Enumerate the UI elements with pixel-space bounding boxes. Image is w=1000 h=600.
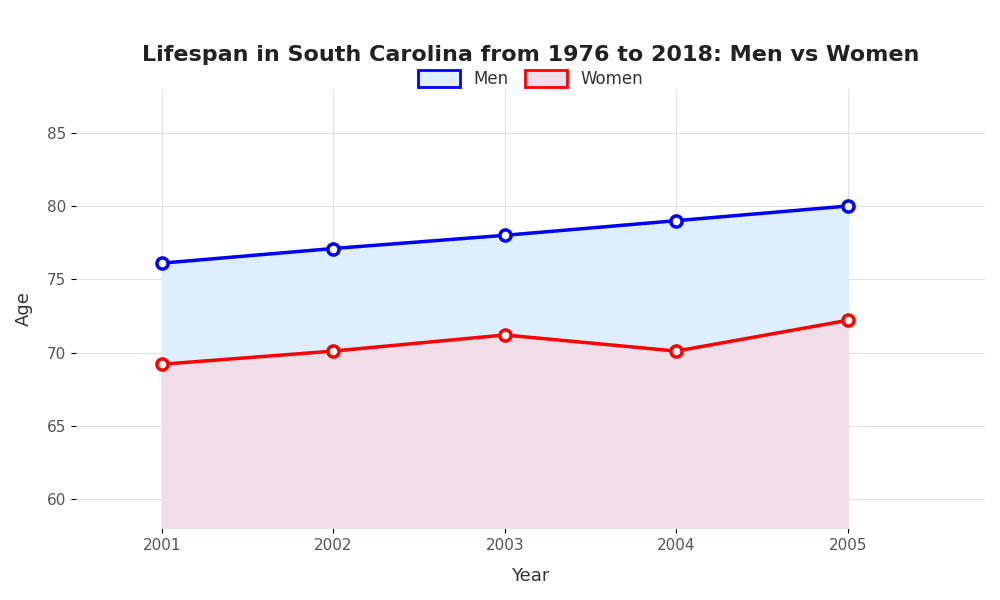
Y-axis label: Age: Age [15, 291, 33, 326]
Legend: Men, Women: Men, Women [410, 62, 651, 97]
X-axis label: Year: Year [511, 567, 550, 585]
Title: Lifespan in South Carolina from 1976 to 2018: Men vs Women: Lifespan in South Carolina from 1976 to … [142, 45, 919, 65]
